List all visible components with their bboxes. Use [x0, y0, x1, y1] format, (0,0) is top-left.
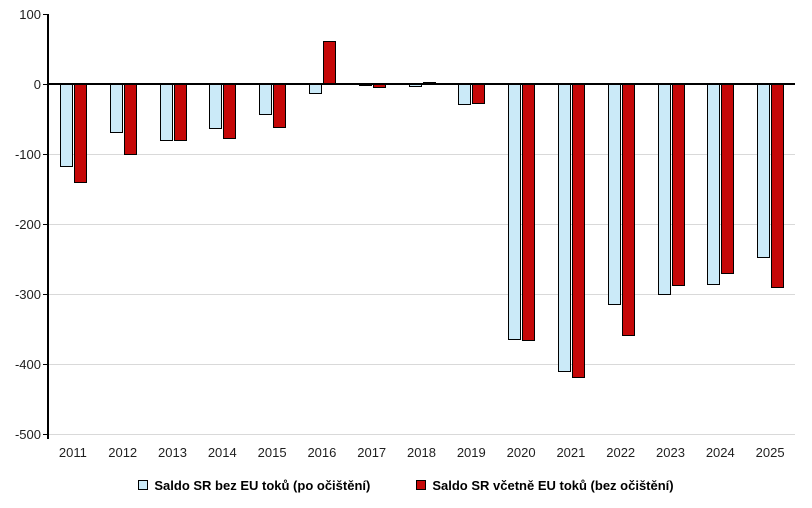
x-tick-label: 2024 — [705, 445, 735, 460]
y-tick-label: -400 — [14, 356, 41, 372]
bar-vcetne-eu-2015 — [273, 84, 287, 129]
bar-vcetne-eu-2014 — [223, 84, 237, 139]
y-axis-line — [47, 14, 49, 439]
bar-vcetne-eu-2024 — [721, 84, 735, 274]
x-tick-label: 2016 — [307, 445, 337, 460]
bar-vcetne-eu-2020 — [522, 84, 536, 341]
y-tick-label: -200 — [14, 216, 41, 232]
bar-vcetne-eu-2023 — [671, 84, 685, 286]
x-tick-label: 2015 — [257, 445, 287, 460]
x-tick-label: 2012 — [108, 445, 138, 460]
bar-vcetne-eu-2012 — [109, 84, 123, 133]
x-tick-label: 2018 — [407, 445, 436, 460]
bar-vcetne-eu-2019 — [458, 84, 472, 105]
y-axis-tick — [43, 84, 48, 85]
bar-vcetne-eu-2013 — [159, 84, 173, 141]
x-tick-label: 2020 — [506, 445, 536, 460]
bar-vcetne-eu-2025 — [757, 84, 771, 259]
bar-vcetne-eu-2020 — [508, 84, 522, 340]
legend-swatch-icon — [416, 480, 427, 490]
x-tick-label: 2025 — [755, 445, 785, 460]
legend-label: Saldo SR bez EU toků (po očištění) — [154, 477, 371, 493]
y-axis-tick — [43, 14, 48, 15]
y-axis-tick — [43, 434, 48, 435]
gridline — [48, 154, 795, 155]
legend-item: Saldo SR včetně EU toků (bez očištění) — [416, 477, 674, 493]
bar-vcetne-eu-2021 — [571, 84, 585, 378]
y-tick-label: 0 — [33, 76, 41, 92]
bar-vcetne-eu-2023 — [657, 84, 671, 295]
bar-vcetne-eu-2012 — [123, 84, 137, 155]
gridline — [48, 224, 795, 225]
x-tick-label: 2022 — [606, 445, 636, 460]
legend: Saldo SR bez EU toků (po očištění) Saldo … — [0, 473, 812, 497]
gridline — [48, 294, 795, 295]
bar-vcetne-eu-2013 — [173, 84, 187, 142]
bar-vcetne-eu-2016 — [322, 40, 336, 84]
y-tick-label: -300 — [14, 286, 41, 302]
x-tick-label: 2011 — [58, 445, 87, 460]
bar-vcetne-eu-2015 — [259, 84, 273, 115]
y-axis-tick — [43, 364, 48, 365]
y-axis-tick — [43, 224, 48, 225]
bar-vcetne-eu-2016 — [308, 84, 322, 94]
bar-vcetne-eu-2019 — [472, 84, 486, 104]
y-tick-label: -500 — [14, 426, 41, 442]
x-tick-label: 2023 — [656, 445, 685, 460]
bar-vcetne-eu-2022 — [607, 84, 621, 306]
x-tick-label: 2019 — [456, 445, 486, 460]
legend-item: Saldo SR bez EU toků (po očištění) — [138, 478, 370, 493]
bar-vcetne-eu-2025 — [771, 84, 785, 289]
bar-vcetne-eu-2021 — [557, 84, 571, 372]
bar-vcetne-eu-2024 — [707, 84, 721, 285]
y-tick-label: 100 — [19, 6, 41, 22]
legend-swatch-icon — [138, 480, 149, 490]
bar-vcetne-eu-2014 — [209, 84, 223, 129]
bar-vcetne-eu-2011 — [59, 84, 73, 167]
y-tick-label: -100 — [14, 146, 41, 162]
x-tick-label: 2014 — [207, 445, 237, 460]
bar-vcetne-eu-2011 — [73, 84, 87, 184]
x-tick-label: 2021 — [556, 445, 586, 460]
gridline — [48, 364, 795, 365]
legend-label: Saldo SR včetně EU toků (bez očištění) — [432, 477, 674, 493]
x-tick-label: 2017 — [357, 445, 387, 460]
zero-baseline — [48, 83, 795, 85]
gridline — [48, 434, 795, 435]
bar-vcetne-eu-2022 — [621, 84, 635, 336]
x-tick-label: 2013 — [158, 445, 187, 460]
y-axis-tick — [43, 154, 48, 155]
y-axis-tick — [43, 294, 48, 295]
